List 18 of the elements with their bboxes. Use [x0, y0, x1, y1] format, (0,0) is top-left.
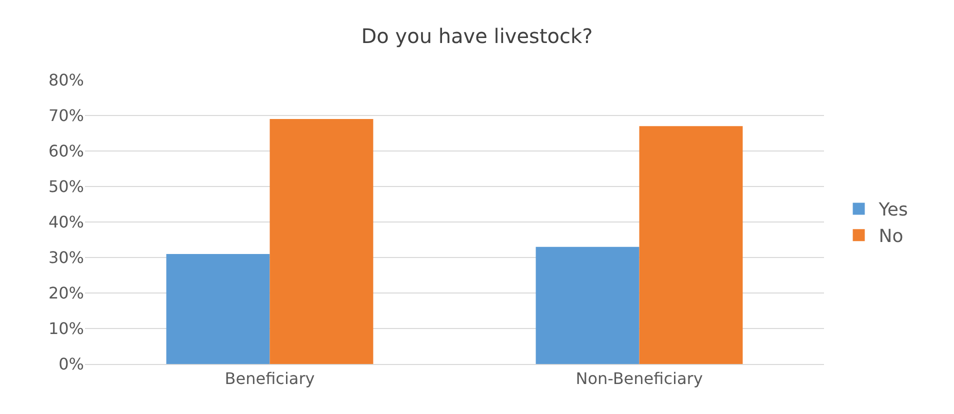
y-tick-label: 50%	[48, 177, 84, 196]
bar	[536, 246, 640, 364]
bar	[166, 254, 270, 364]
y-tick-label: 10%	[48, 319, 84, 338]
y-tick-label: 80%	[48, 70, 84, 90]
y-tick-label: 30%	[48, 248, 84, 268]
y-tick-label: 70%	[48, 106, 84, 126]
legend-label: No	[878, 226, 904, 248]
chart-title: Do you have livestock?	[361, 24, 593, 48]
legend-label: Yes	[878, 200, 908, 221]
x-tick-label: Beneficiary	[224, 369, 315, 388]
y-tick-label: 60%	[48, 142, 84, 161]
bar	[639, 126, 743, 364]
bar	[270, 119, 374, 364]
y-tick-label: 0%	[58, 354, 84, 374]
y-tick-label: 40%	[48, 212, 84, 232]
x-tick-label: Non-Beneficiary	[576, 369, 703, 388]
y-tick-label: 20%	[48, 284, 84, 303]
